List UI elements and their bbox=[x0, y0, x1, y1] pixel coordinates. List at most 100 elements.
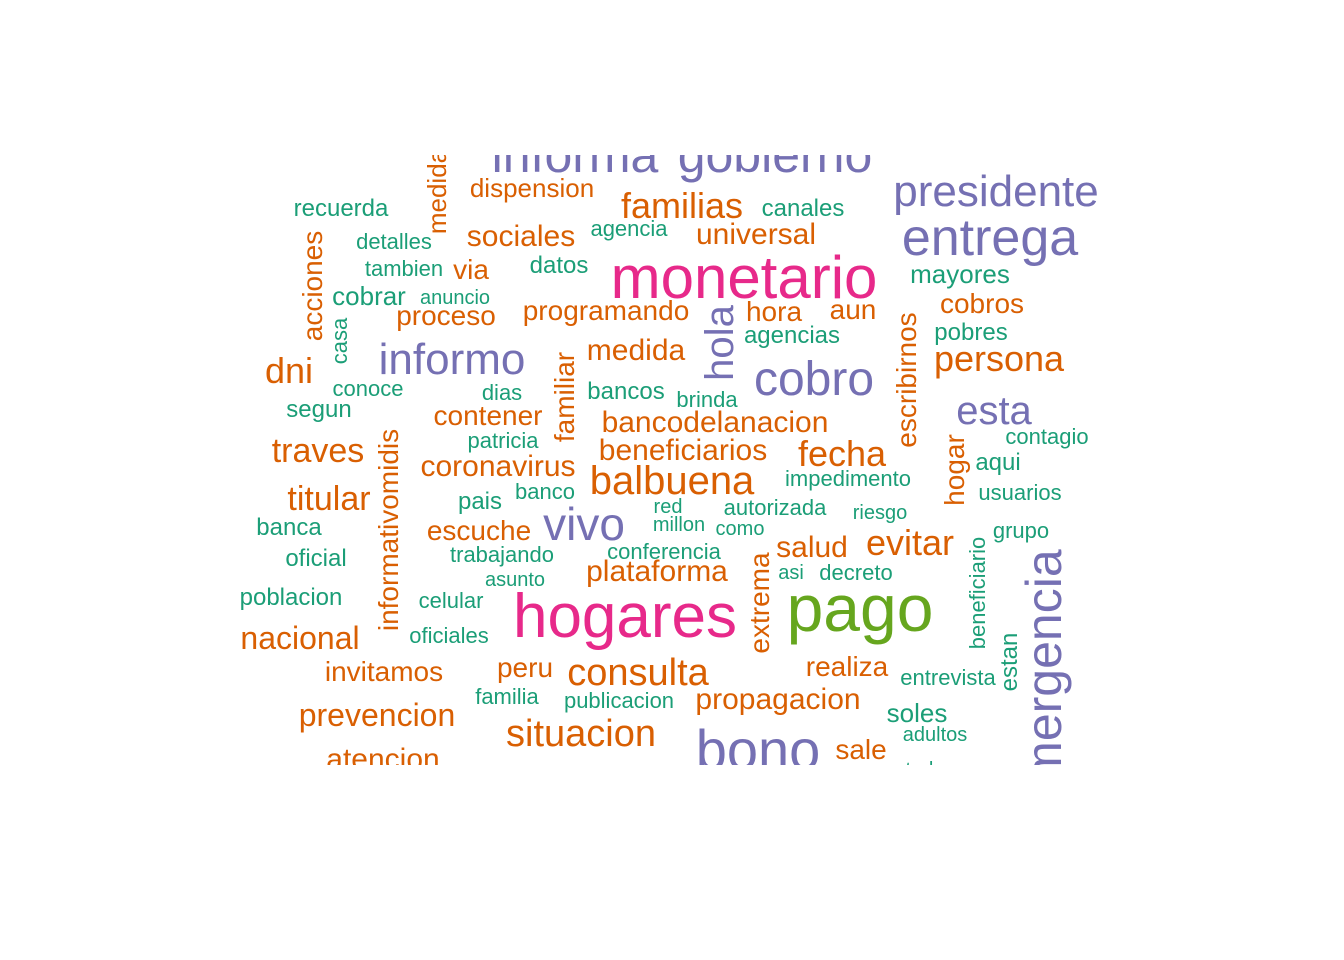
word-beneficiarios: beneficiarios bbox=[598, 434, 768, 467]
word-dni: dni bbox=[264, 350, 314, 391]
word-grupo: grupo bbox=[992, 518, 1050, 543]
word-detalles: detalles bbox=[356, 229, 432, 254]
word-casa: casa bbox=[327, 317, 352, 365]
word-situacion: situacion bbox=[506, 713, 656, 755]
word-conoce: conoce bbox=[332, 376, 404, 401]
word-agencia: agencia bbox=[590, 216, 668, 241]
word-proceso: proceso bbox=[396, 300, 496, 331]
word-entrevista: entrevista bbox=[900, 665, 996, 690]
word-coronavirus: coronavirus bbox=[420, 450, 576, 483]
word-universal: universal bbox=[695, 218, 817, 251]
word-entrega: entrega bbox=[901, 209, 1079, 267]
word-fecha: fecha bbox=[797, 433, 887, 474]
word-propagacion: propagacion bbox=[695, 683, 861, 716]
word-emergencia: emergencia bbox=[1016, 549, 1072, 765]
word-mayores: mayores bbox=[910, 259, 1010, 289]
word-riesgo: riesgo bbox=[852, 502, 908, 524]
word-titular: titular bbox=[287, 480, 371, 518]
word-millon: millon bbox=[652, 514, 706, 536]
word-plataforma: plataforma bbox=[586, 555, 728, 588]
word-nacional: nacional bbox=[240, 620, 360, 656]
word-usuarios: usuarios bbox=[978, 480, 1062, 505]
word-aun: aun bbox=[829, 294, 877, 325]
word-asunto: asunto bbox=[484, 569, 546, 591]
word-bancos: bancos bbox=[587, 378, 665, 405]
word-cobros: cobros bbox=[939, 288, 1025, 319]
word-segun: segun bbox=[286, 396, 352, 423]
word-datos: datos bbox=[529, 252, 589, 279]
word-contagio: contagio bbox=[1005, 424, 1089, 449]
word-presidente: presidente bbox=[893, 167, 1099, 216]
word-anuncio: anuncio bbox=[419, 287, 491, 309]
word-celular: celular bbox=[418, 588, 484, 613]
word-monetario: monetario bbox=[610, 244, 878, 311]
word-beneficiario: beneficiario bbox=[965, 536, 990, 650]
word-balbuena: balbuena bbox=[589, 459, 755, 503]
word-agencias: agencias bbox=[743, 322, 841, 349]
word-poblacion: poblacion bbox=[239, 584, 343, 611]
word-via: via bbox=[453, 254, 489, 285]
word-pais: pais bbox=[457, 488, 503, 515]
word-familia: familia bbox=[475, 684, 539, 709]
word-hora: hora bbox=[745, 296, 803, 327]
word-asi: asi bbox=[778, 562, 804, 584]
word-medida: medida bbox=[586, 334, 686, 367]
word-aqui: aqui bbox=[975, 449, 1021, 476]
word-adultos: adultos bbox=[902, 724, 968, 746]
word-tambien: tambien bbox=[364, 256, 444, 281]
word-publicacion: publicacion bbox=[563, 688, 675, 713]
word-oficiales: oficiales bbox=[409, 623, 489, 648]
word-contener: contener bbox=[433, 400, 543, 431]
word-decreto: decreto bbox=[819, 560, 893, 585]
word-programando: programando bbox=[522, 295, 690, 326]
word-traves: traves bbox=[271, 432, 365, 470]
word-cobro: cobro bbox=[753, 353, 875, 406]
word-cloud: informa gobierno presidente entrega monetari… bbox=[230, 155, 1110, 765]
word-informa: informa bbox=[491, 155, 659, 183]
word-medidas: medidas bbox=[422, 155, 452, 235]
word-soles: soles bbox=[886, 698, 948, 728]
word-esta: esta bbox=[956, 389, 1032, 433]
word-familiar: familiar bbox=[549, 351, 580, 443]
word-trabajando: trabajando bbox=[450, 542, 554, 567]
word-acciones: acciones bbox=[297, 230, 328, 342]
word-oficial: oficial bbox=[285, 545, 347, 572]
word-prevencion: prevencion bbox=[298, 697, 456, 733]
word-escuche: escuche bbox=[426, 515, 532, 546]
word-vivo: vivo bbox=[543, 498, 625, 550]
word-hogar: hogar bbox=[939, 434, 970, 506]
word-cobrar: cobrar bbox=[332, 281, 406, 311]
word-peru: peru bbox=[496, 652, 554, 683]
word-pobres: pobres bbox=[934, 319, 1008, 346]
word-hola: hola bbox=[698, 305, 742, 381]
word-gobierno: gobierno bbox=[677, 155, 873, 183]
word-red: red bbox=[653, 496, 683, 518]
word-conferencia: conferencia bbox=[607, 539, 721, 564]
word-como: como bbox=[715, 518, 765, 540]
word-recuerda: recuerda bbox=[293, 195, 389, 222]
word-estan: estan bbox=[996, 632, 1023, 692]
word-informativomidis: informativomidis bbox=[373, 428, 404, 632]
word-patricia: patricia bbox=[467, 428, 539, 453]
word-bono: bono bbox=[695, 718, 821, 766]
word-brinda: brinda bbox=[676, 387, 738, 412]
word-todo: todo bbox=[537, 759, 658, 766]
word-realiza: realiza bbox=[805, 651, 889, 682]
word-dispension: dispension bbox=[469, 173, 595, 203]
word-todos: todos bbox=[906, 760, 955, 765]
word-invitamos: invitamos bbox=[324, 656, 444, 687]
word-escribirnos: escribirnos bbox=[891, 312, 922, 448]
word-evitar: evitar bbox=[865, 522, 955, 563]
word-informo: informo bbox=[378, 335, 526, 384]
word-consulta: consulta bbox=[567, 652, 709, 694]
word-sale: sale bbox=[835, 734, 887, 765]
word-bancodelanacion: bancodelanacion bbox=[601, 406, 829, 439]
word-hogares: hogares bbox=[512, 582, 738, 651]
word-familias: familias bbox=[620, 185, 744, 226]
word-autorizada: autorizada bbox=[723, 495, 827, 520]
word-banca: banca bbox=[256, 514, 322, 541]
word-sociales: sociales bbox=[466, 220, 576, 253]
word-salud: salud bbox=[776, 531, 848, 564]
word-impedimento: impedimento bbox=[785, 466, 911, 491]
word-atencion: atencion bbox=[326, 743, 440, 766]
